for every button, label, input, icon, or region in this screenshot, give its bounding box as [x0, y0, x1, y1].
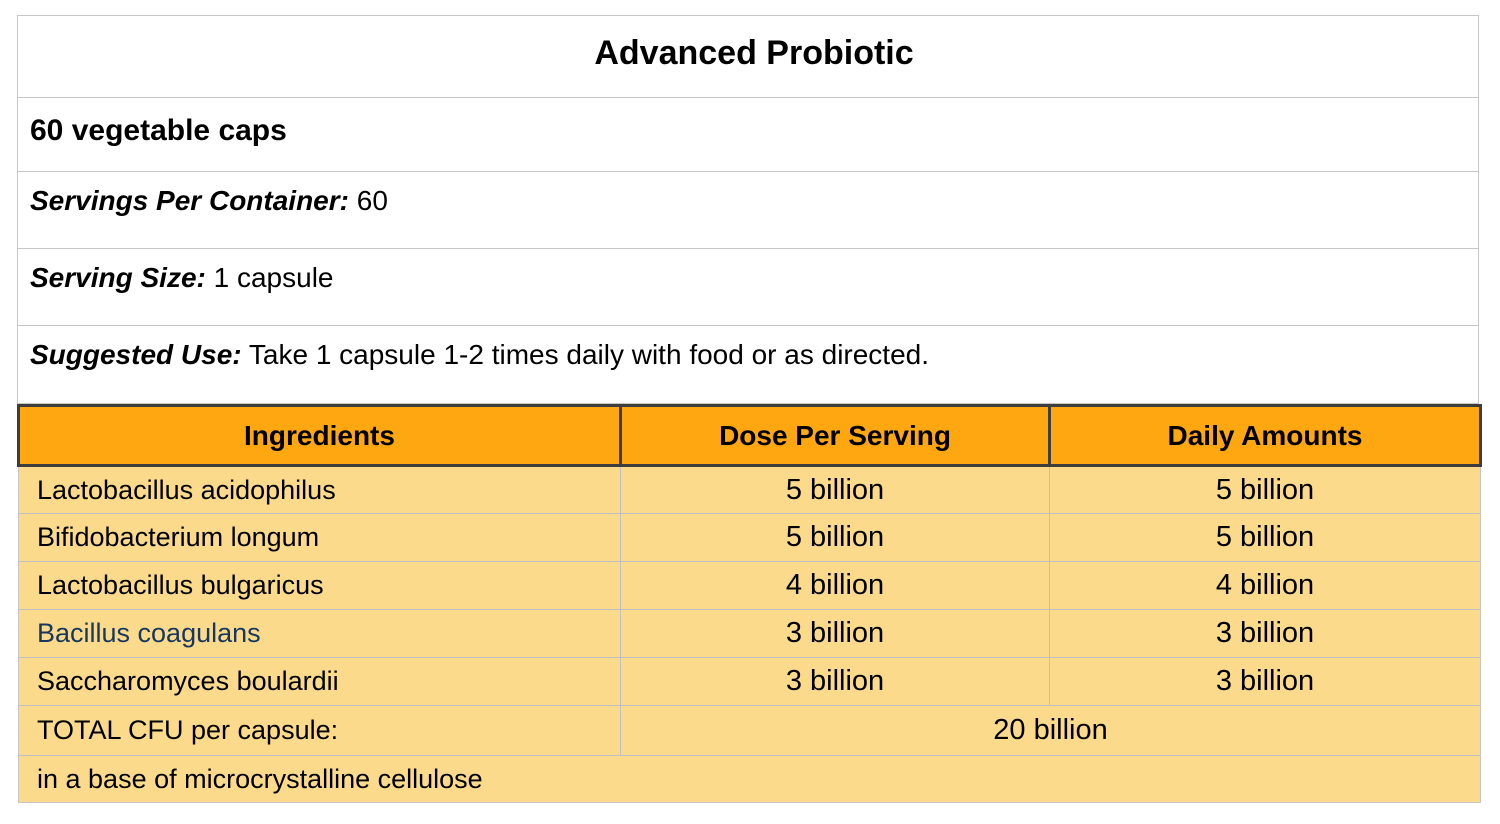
ingredient-name-highlighted: Bacillus coagulans: [18, 609, 621, 658]
daily-value: 3 billion: [1049, 609, 1481, 658]
serving-size-value: 1 capsule: [213, 262, 334, 293]
ingredient-name: Saccharomyces boulardii: [18, 657, 621, 706]
total-cfu-label: TOTAL CFU per capsule:: [18, 705, 621, 756]
ingredient-name: Bifidobacterium longum: [18, 513, 621, 562]
info-section: Advanced Probiotic 60 vegetable caps Ser…: [17, 15, 1479, 404]
dose-value: 5 billion: [620, 513, 1050, 562]
column-header-dose-per-serving: Dose Per Serving: [619, 404, 1051, 467]
ingredients-table: Ingredients Dose Per Serving Daily Amoun…: [17, 404, 1482, 803]
daily-value: 3 billion: [1049, 657, 1481, 706]
column-header-ingredients: Ingredients: [17, 404, 622, 467]
servings-per-container-label: Servings Per Container:: [30, 185, 349, 216]
dose-value: 3 billion: [620, 657, 1050, 706]
suggested-use-row: Suggested Use: Take 1 capsule 1-2 times …: [18, 325, 1478, 403]
page-title: Advanced Probiotic: [594, 34, 914, 72]
dose-value: 4 billion: [620, 561, 1050, 610]
suggested-use-label: Suggested Use:: [30, 339, 242, 370]
serving-size-row: Serving Size: 1 capsule: [18, 248, 1478, 325]
daily-value: 4 billion: [1049, 561, 1481, 610]
subtitle-row: 60 vegetable caps: [18, 97, 1478, 171]
table-row: Lactobacillus bulgaricus 4 billion 4 bil…: [18, 561, 1481, 610]
table-row: Lactobacillus acidophilus 5 billion 5 bi…: [18, 465, 1481, 514]
base-ingredient-text: in a base of microcrystalline cellulose: [18, 755, 1481, 803]
title-row: Advanced Probiotic: [18, 16, 1478, 97]
table-row: Bacillus coagulans 3 billion 3 billion: [18, 609, 1481, 658]
base-ingredient-row: in a base of microcrystalline cellulose: [18, 755, 1481, 803]
suggested-use-value: Take 1 capsule 1-2 times daily with food…: [248, 339, 930, 370]
serving-size-label: Serving Size:: [30, 262, 206, 293]
servings-per-container-value: 60: [356, 185, 388, 216]
supplement-facts-panel: Advanced Probiotic 60 vegetable caps Ser…: [17, 15, 1482, 803]
total-cfu-value: 20 billion: [620, 705, 1481, 756]
table-header-row: Ingredients Dose Per Serving Daily Amoun…: [17, 404, 1482, 467]
ingredient-name: Lactobacillus bulgaricus: [18, 561, 621, 610]
dose-value: 5 billion: [620, 465, 1050, 514]
daily-value: 5 billion: [1049, 465, 1481, 514]
table-row: Bifidobacterium longum 5 billion 5 billi…: [18, 513, 1481, 562]
capsule-count-label: 60 vegetable caps: [30, 114, 287, 147]
daily-value: 5 billion: [1049, 513, 1481, 562]
column-header-daily-amounts: Daily Amounts: [1048, 404, 1482, 467]
total-cfu-row: TOTAL CFU per capsule: 20 billion: [18, 705, 1481, 756]
servings-per-container-row: Servings Per Container: 60: [18, 171, 1478, 248]
table-row: Saccharomyces boulardii 3 billion 3 bill…: [18, 657, 1481, 706]
ingredient-name: Lactobacillus acidophilus: [18, 465, 621, 514]
dose-value: 3 billion: [620, 609, 1050, 658]
